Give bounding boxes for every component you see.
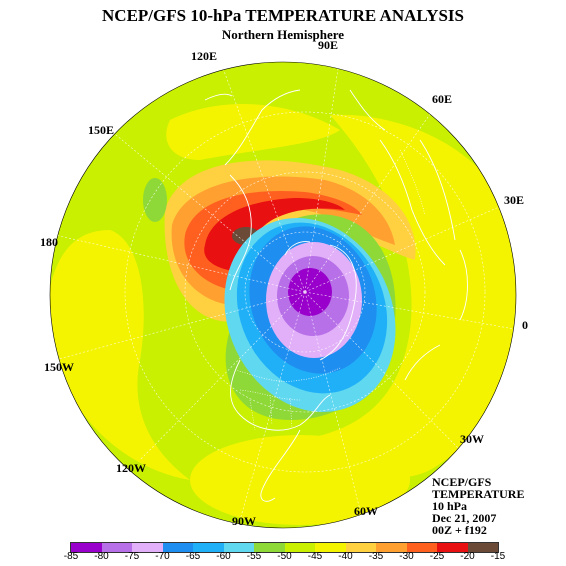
lon-label-120w: 120W xyxy=(116,461,146,475)
lon-label-150e: 150E xyxy=(88,123,115,137)
colorbar-label: -60 xyxy=(216,551,231,562)
colorbar-swatch xyxy=(315,543,346,552)
field-minus-85 xyxy=(288,268,332,316)
map-subtitle: Northern Hemisphere xyxy=(221,27,345,42)
colorbar-label: -50 xyxy=(277,551,292,562)
info-block: NCEP/GFS TEMPERATURE 10 hPa Dec 21, 2007… xyxy=(432,476,524,536)
map-title: NCEP/GFS 10-hPa TEMPERATURE ANALYSIS xyxy=(102,6,464,25)
lon-label-60e: 60E xyxy=(432,92,453,106)
colorbar-label: -80 xyxy=(94,551,109,562)
colorbar-swatch xyxy=(254,543,285,552)
colorbar xyxy=(70,542,499,553)
colorbar-label: -45 xyxy=(307,551,323,562)
lon-label-30w: 30W xyxy=(460,432,484,446)
field-minus-45-west xyxy=(50,230,190,480)
coastlines xyxy=(204,89,468,502)
field-minus-45-south xyxy=(190,435,410,525)
colorbar-swatch xyxy=(284,543,315,552)
lon-label-60w: 60W xyxy=(354,504,378,518)
colorbar-label: -15 xyxy=(490,551,506,562)
colorbar-swatch xyxy=(437,543,468,552)
field-minus-45-north xyxy=(166,103,340,160)
lon-label-180: 180 xyxy=(40,235,58,249)
colorbar-label: -55 xyxy=(246,551,262,562)
lon-label-150w: 150W xyxy=(44,360,74,374)
info-level: 10 hPa xyxy=(432,499,468,513)
info-forecast: 00Z + f192 xyxy=(432,523,487,537)
colorbar-label: -65 xyxy=(185,551,201,562)
colorbar-swatch xyxy=(345,543,376,552)
colorbar-swatch xyxy=(223,543,254,552)
colorbar-swatch xyxy=(467,543,498,552)
graticule xyxy=(54,62,516,521)
lon-label-90e: 90E xyxy=(318,38,339,52)
info-model: NCEP/GFS xyxy=(432,475,492,489)
lon-label-120e: 120E xyxy=(191,49,218,63)
colorbar-label: -25 xyxy=(429,551,445,562)
colorbar-swatch xyxy=(162,543,193,552)
colorbar-label: -30 xyxy=(399,551,414,562)
colorbar-swatch xyxy=(132,543,163,552)
colorbar-swatch xyxy=(193,543,224,552)
colorbar-label: -35 xyxy=(368,551,384,562)
colorbar-label: -75 xyxy=(124,551,140,562)
info-variable: TEMPERATURE xyxy=(432,487,525,501)
colorbar-label: -40 xyxy=(338,551,353,562)
field-minus-45-east xyxy=(300,114,516,478)
field-minus-55-patch xyxy=(143,178,167,222)
colorbar-label: -20 xyxy=(460,551,475,562)
colorbar-label: -85 xyxy=(63,551,79,562)
lon-label-90w: 90W xyxy=(232,514,256,528)
map-border xyxy=(49,61,517,529)
info-date: Dec 21, 2007 xyxy=(432,511,497,525)
colorbar-swatch xyxy=(406,543,437,552)
lon-label-30e: 30E xyxy=(504,193,525,207)
boundaries xyxy=(234,149,426,431)
colorbar-label: -70 xyxy=(155,551,170,562)
colorbar-swatch xyxy=(71,543,102,552)
colorbar-swatch xyxy=(376,543,407,552)
lon-label-0: 0 xyxy=(522,318,528,332)
colorbar-swatch xyxy=(101,543,132,552)
